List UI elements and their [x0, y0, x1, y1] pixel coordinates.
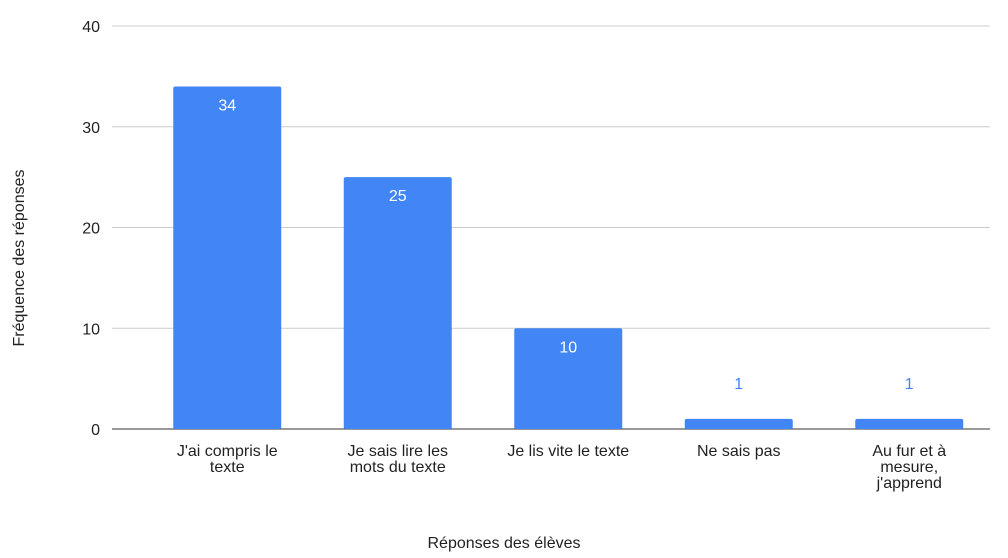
data-label: 1: [905, 376, 914, 393]
bar: [514, 328, 623, 429]
bar: [173, 86, 282, 429]
bar: [343, 177, 452, 429]
y-tick-label: 30: [82, 120, 100, 137]
y-tick-label: 10: [82, 321, 100, 338]
x-tick-label: Au fur et à mesure, j'apprend: [872, 443, 946, 492]
data-label: 1: [734, 376, 743, 393]
x-axis-title: Réponses des élèves: [428, 535, 581, 552]
y-tick-label: 0: [91, 422, 100, 439]
data-label: 34: [218, 97, 236, 114]
data-label: 10: [559, 339, 577, 356]
x-tick-label: Je lis vite le texte: [507, 443, 629, 460]
y-axis-title: Fréquence des réponses: [11, 170, 28, 347]
bar: [855, 418, 964, 429]
data-label: 25: [389, 188, 407, 205]
x-tick-label: J'ai compris le texte: [177, 443, 278, 476]
x-tick-label: Ne sais pas: [697, 443, 781, 460]
y-tick-label: 40: [82, 19, 100, 36]
x-tick-label: Je sais lire les mots du texte: [348, 443, 448, 476]
y-tick-label: 20: [82, 221, 100, 238]
bar: [684, 418, 793, 429]
